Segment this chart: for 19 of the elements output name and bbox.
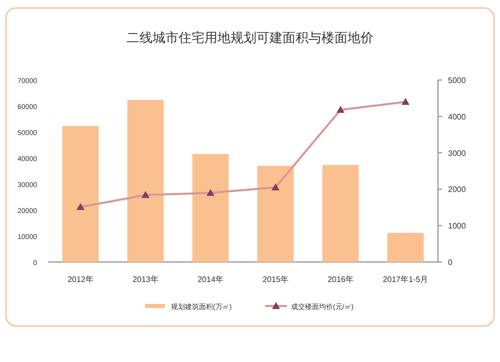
bar — [387, 232, 424, 262]
bar — [62, 126, 99, 262]
bar — [257, 166, 294, 262]
x-tick-label: 2015年 — [262, 275, 288, 284]
x-tick-label: 2012年 — [68, 275, 94, 284]
x-tick-label: 2017年1-5月 — [382, 275, 428, 284]
x-tick-label: 2016年 — [328, 275, 354, 284]
bar — [127, 100, 164, 262]
y2-tick-label: 1000 — [448, 222, 466, 231]
y2-tick-label: 2000 — [448, 185, 466, 194]
y2-tick-label: 5000 — [448, 76, 466, 85]
bar — [322, 165, 359, 262]
chart-title: 二线城市住宅用地规划可建面积与楼面地价 — [126, 30, 374, 45]
y2-tick-label: 4000 — [448, 112, 466, 122]
x-tick-label: 2013年 — [132, 275, 158, 284]
y2-tick-label: 3000 — [448, 148, 466, 158]
y2-tick-label: 0 — [448, 258, 453, 267]
x-tick-label: 2014年 — [198, 275, 224, 284]
bar — [192, 154, 229, 262]
